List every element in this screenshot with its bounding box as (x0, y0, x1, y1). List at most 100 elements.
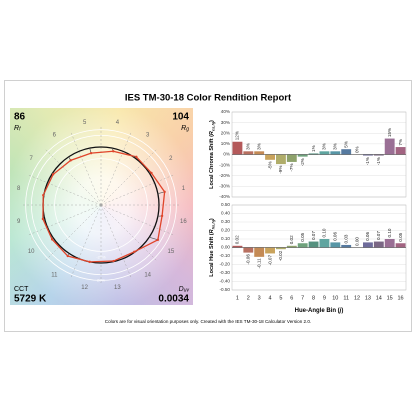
bar (363, 242, 373, 248)
value-label: 0.05 (398, 232, 403, 241)
bar (373, 241, 384, 248)
y-tick-label: -30% (219, 184, 230, 189)
bar (243, 151, 254, 155)
test-point (156, 238, 160, 242)
x-tick-label: 14 (376, 295, 382, 301)
rf-sub: f (19, 127, 21, 133)
x-axis-label: Hue-Angle Bin (j) (295, 308, 344, 314)
x-tick-label: 6 (290, 295, 293, 301)
y-tick-label: -20% (219, 173, 230, 178)
y-tick-label: -0.40 (220, 279, 231, 284)
cct-value: 5729 K (14, 294, 47, 305)
bar (395, 147, 406, 155)
duv-symbol: Duv (179, 286, 190, 294)
value-label: -5% (267, 161, 272, 169)
bar (319, 151, 330, 155)
bin-label: 12 (81, 285, 88, 291)
bar (395, 243, 406, 248)
x-tick-label: 11 (343, 295, 349, 301)
duv-value: 0.0034 (158, 294, 189, 305)
value-label: 0.03 (343, 234, 348, 243)
x-tick-label: 5 (279, 295, 282, 301)
x-label-symbol: j (339, 308, 342, 314)
x-tick-label: 2 (247, 295, 250, 301)
x-label-end: ) (341, 308, 343, 314)
value-label: -1% (365, 157, 370, 165)
value-label: -0.11 (256, 258, 261, 269)
value-label: 7% (398, 139, 403, 146)
bin-label: 2 (169, 156, 173, 162)
y-tick-label: 0% (223, 152, 230, 157)
bar (373, 154, 384, 156)
bin-label: 9 (17, 219, 21, 225)
x-label-text: Hue-Angle Bin ( (295, 308, 340, 314)
bar (363, 154, 373, 156)
x-tick-label: 13 (365, 295, 371, 301)
test-point (112, 259, 115, 263)
bin-divider (70, 131, 102, 206)
test-point (66, 254, 69, 258)
bar (330, 242, 341, 248)
bar (330, 151, 341, 155)
bin-label: 7 (29, 156, 33, 162)
value-label: 0.10 (387, 228, 392, 237)
bin-label: 8 (17, 186, 21, 192)
value-label: 5% (343, 141, 348, 148)
x-tick-label: 8 (312, 295, 315, 301)
value-label: 3% (256, 143, 261, 150)
test-point (163, 190, 166, 194)
bar (286, 154, 297, 162)
bar (232, 141, 243, 155)
bin-divider (100, 148, 158, 206)
bar (341, 244, 352, 248)
value-label: 0.10 (322, 228, 327, 237)
bin-label: 10 (28, 249, 35, 255)
bar (265, 247, 275, 254)
y-label-text: Local Hue Shift ( (209, 233, 215, 277)
value-label: -2% (300, 158, 305, 166)
x-tick-label: 9 (323, 295, 326, 301)
test-point (42, 193, 45, 197)
title: IES TM-30-18 Color Rendition Report (125, 93, 292, 104)
bin-label: 16 (180, 219, 187, 225)
bin-divider (100, 204, 175, 236)
rg-r: R (181, 125, 186, 132)
bar (297, 154, 308, 157)
value-label: 1% (311, 145, 316, 152)
ring (25, 129, 177, 281)
value-label: 3% (333, 143, 338, 150)
y-label-end: ) (209, 120, 215, 122)
y-label-sub: cs,hj (211, 121, 216, 131)
value-label: 0.02 (289, 235, 294, 244)
x-tick-label: 4 (269, 295, 272, 301)
bin-divider (100, 131, 132, 206)
bar (341, 149, 352, 155)
bar (319, 239, 330, 248)
bar (308, 153, 319, 155)
y-tick-label: -0.30 (220, 270, 231, 275)
y-label-symbol: R (209, 131, 215, 135)
test-point (112, 150, 115, 153)
bin-label: 1 (182, 186, 186, 192)
x-tick-label: 12 (354, 295, 360, 301)
y-tick-label: 0.00 (221, 245, 230, 250)
rf-r: R (14, 125, 19, 132)
y-label-end: ) (209, 218, 215, 220)
rg-sub: g (186, 127, 189, 133)
bin-label: 4 (116, 120, 120, 126)
x-tick-label: 16 (398, 295, 404, 301)
value-label: 0% (354, 146, 359, 153)
test-point (89, 151, 93, 155)
x-tick-label: 7 (301, 295, 304, 301)
value-label: 0.06 (365, 232, 370, 241)
bin-divider (100, 204, 158, 262)
value-label: -9% (278, 166, 283, 174)
bin-divider (100, 174, 175, 206)
y-axis-label: Local Hue Shift (Rhs,hj) (209, 218, 215, 277)
bin-label: 5 (83, 120, 87, 126)
ring-label: 20% (97, 278, 105, 283)
test-point (51, 173, 55, 176)
bar (265, 154, 275, 160)
bin-label: 14 (144, 272, 151, 278)
rg-symbol: Rg (181, 125, 189, 133)
